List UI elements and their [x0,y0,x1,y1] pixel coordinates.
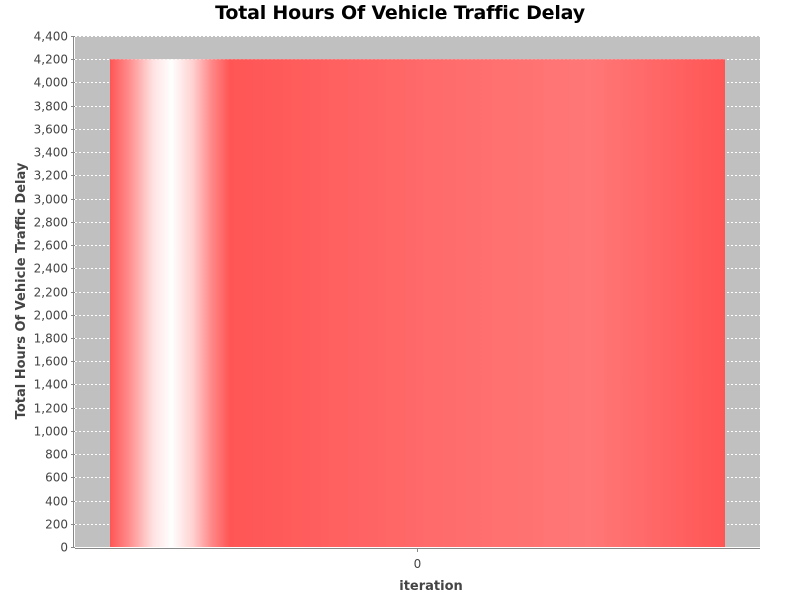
y-tick-label: 400 [45,495,68,509]
y-tick-label: 3,800 [34,100,68,114]
y-tick-label: 2,600 [34,239,68,253]
y-tick-label: 2,800 [34,216,68,230]
y-tick-label: 0 [60,541,68,555]
y-tick-label: 1,600 [34,355,68,369]
y-tick-label: 1,200 [34,402,68,416]
y-axis-ticks: 0 200 400 600 800 1,000 1,200 1,400 1,600 1,800 2,… [34,30,75,555]
y-tick-label: 2,400 [34,262,68,276]
y-tick-label: 1,800 [34,332,68,346]
y-tick-label: 800 [45,448,68,462]
y-tick-label: 4,400 [34,30,68,44]
y-tick-label: 4,200 [34,53,68,67]
y-tick-label: 3,600 [34,123,68,137]
y-axis-label: Total Hours Of Vehicle Traffic Delay [14,162,29,419]
y-tick-label: 1,400 [34,378,68,392]
y-tick-label: 200 [45,518,68,532]
chart-title: Total Hours Of Vehicle Traffic Delay [215,2,585,24]
y-tick-label: 3,000 [34,193,68,207]
y-tick-label: 3,400 [34,146,68,160]
y-tick-label: 1,000 [34,425,68,439]
x-tick-label: 0 [414,557,422,571]
bar [110,59,725,548]
y-tick-label: 2,000 [34,309,68,323]
y-tick-label: 4,000 [34,76,68,90]
x-axis-label: iteration [399,579,463,594]
x-axis-ticks: 0 [414,548,422,571]
y-tick-label: 600 [45,471,68,485]
bars [110,59,725,548]
y-tick-label: 2,200 [34,286,68,300]
y-tick-label: 3,200 [34,169,68,183]
